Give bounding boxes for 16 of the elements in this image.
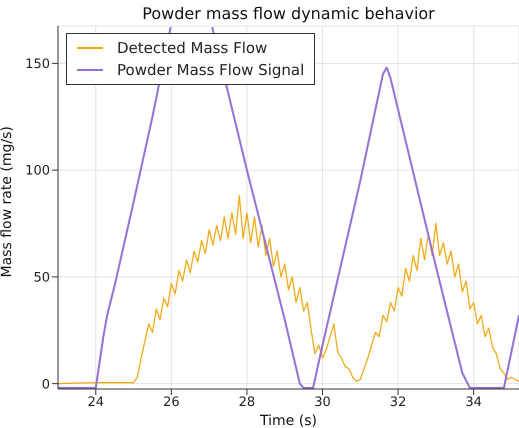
x-tick-label: 30	[314, 395, 331, 410]
x-tick-label: 28	[238, 395, 256, 410]
x-tick-label: 24	[88, 395, 104, 410]
y-tick-label: 0	[42, 377, 50, 392]
y-tick-label: 100	[25, 164, 50, 179]
line-series	[58, 195, 519, 384]
x-tick-label: 32	[390, 395, 406, 410]
y-tick-label: 150	[25, 56, 50, 72]
x-axis-title: Time (s)	[259, 413, 317, 428]
legend-label: Powder Mass Flow Signal	[117, 60, 304, 81]
legend-label: Detected Mass Flow	[117, 38, 268, 59]
x-tick-label: 34	[465, 395, 482, 410]
y-tick-label: 50	[33, 270, 50, 286]
x-tick-label: 26	[163, 395, 180, 410]
y-axis-title: Mass flow rate (mg/s)	[0, 126, 15, 278]
chart-title: Powder mass flow dynamic behavior	[141, 4, 436, 23]
